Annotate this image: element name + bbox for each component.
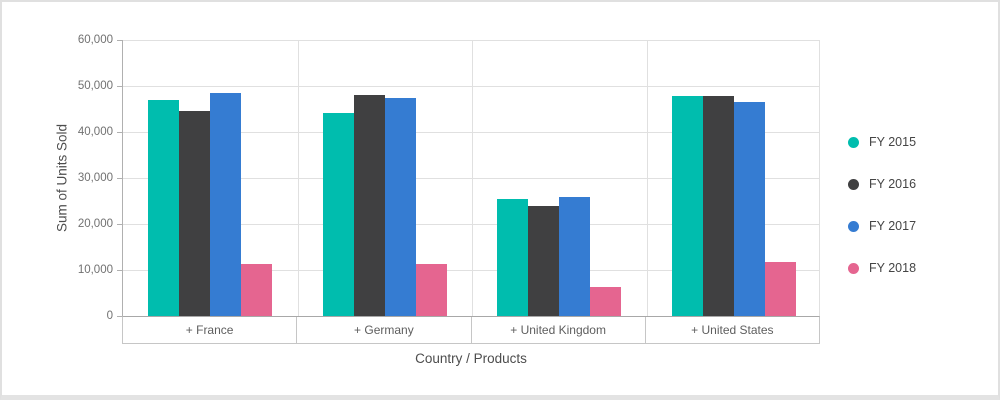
legend-item-fy-2015[interactable]: FY 2015 [848, 132, 916, 152]
bar-fy-2018[interactable] [590, 287, 621, 316]
bar-fy-2017[interactable] [559, 197, 590, 316]
category-label-france[interactable]: + France [123, 317, 298, 343]
category-label-united-kingdom[interactable]: + United Kingdom [471, 317, 646, 343]
category-separator [472, 40, 473, 316]
y-tick-label: 60,000 [77, 34, 113, 46]
plot-area [122, 40, 820, 316]
bar-fy-2015[interactable] [148, 100, 179, 316]
y-tick-label: 10,000 [77, 264, 113, 276]
legend: FY 2015 FY 2016 FY 2017 FY 2018 [848, 132, 916, 300]
y-tick-mark [117, 86, 122, 87]
bar-fy-2016[interactable] [528, 206, 559, 316]
category-axis-strip: + France + Germany + United Kingdom + Unite… [122, 316, 820, 344]
y-tick-mark [117, 178, 122, 179]
category-separator [298, 40, 299, 316]
x-axis-title: Country / Products [415, 351, 527, 366]
category-separator [647, 40, 648, 316]
y-tick-label: 50,000 [77, 80, 113, 92]
bar-fy-2016[interactable] [703, 96, 734, 316]
bar-fy-2015[interactable] [672, 96, 703, 316]
gridline [123, 178, 819, 179]
legend-marker-icon [848, 262, 859, 274]
category-label-united-states[interactable]: + United States [645, 317, 819, 343]
bar-fy-2018[interactable] [765, 262, 796, 316]
legend-label: FY 2017 [869, 219, 917, 233]
y-tick-mark [117, 270, 122, 271]
bar-fy-2018[interactable] [416, 264, 447, 316]
gridline [123, 132, 819, 133]
gridline [123, 86, 819, 87]
bar-fy-2016[interactable] [354, 95, 385, 316]
legend-item-fy-2016[interactable]: FY 2016 [848, 174, 916, 194]
legend-marker-icon [848, 136, 859, 148]
bar-fy-2017[interactable] [734, 102, 765, 316]
y-tick-label: 20,000 [77, 218, 113, 230]
bar-fy-2016[interactable] [179, 111, 210, 316]
y-tick-mark [117, 40, 122, 41]
category-label-germany[interactable]: + Germany [297, 317, 472, 343]
y-tick-mark [117, 224, 122, 225]
legend-label: FY 2016 [869, 177, 917, 191]
legend-item-fy-2017[interactable]: FY 2017 [848, 216, 916, 236]
bar-fy-2017[interactable] [385, 98, 416, 316]
y-axis: 0 10,000 20,000 30,000 40,000 50,000 60,000 [2, 34, 122, 322]
gridline [123, 270, 819, 271]
y-tick-label: 0 [106, 310, 113, 322]
bar-fy-2018[interactable] [241, 264, 272, 316]
legend-label: FY 2015 [869, 135, 917, 149]
y-tick-mark [117, 316, 122, 317]
y-tick-mark [117, 132, 122, 133]
gridline [123, 224, 819, 225]
bar-fy-2015[interactable] [323, 113, 354, 316]
bar-fy-2015[interactable] [497, 199, 528, 316]
legend-item-fy-2018[interactable]: FY 2018 [848, 258, 916, 278]
gridline [123, 40, 819, 41]
legend-label: FY 2018 [869, 261, 917, 275]
legend-marker-icon [848, 178, 859, 190]
y-tick-label: 30,000 [77, 172, 113, 184]
legend-marker-icon [848, 220, 859, 232]
bar-fy-2017[interactable] [210, 93, 241, 316]
y-tick-label: 40,000 [77, 126, 113, 138]
